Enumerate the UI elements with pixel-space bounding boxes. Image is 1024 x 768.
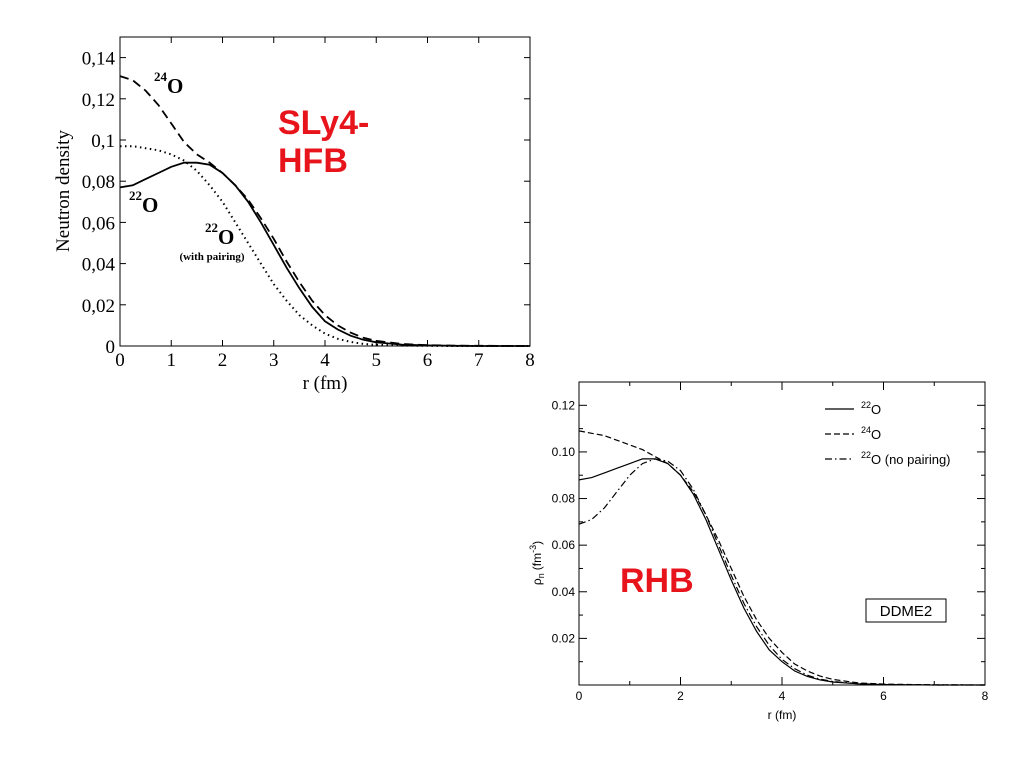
- annotation-element: O: [142, 193, 158, 217]
- y-label-unit-sup: -3: [528, 545, 538, 553]
- x-tick-label: 6: [880, 689, 887, 703]
- x-tick-label: 2: [677, 689, 684, 703]
- x-tick-label: 5: [372, 350, 382, 371]
- legend-label: 22O (no pairing): [861, 450, 951, 467]
- y-axis-label: Neutron density: [53, 130, 74, 252]
- x-tick-label: 3: [269, 350, 279, 371]
- legend-element: O: [871, 427, 881, 442]
- annotation-mass: 22: [129, 188, 142, 203]
- y-tick-label: 0.02: [552, 631, 576, 645]
- y-tick-label: 0,02: [82, 296, 115, 317]
- x-tick-label: 0: [115, 350, 125, 371]
- legend-label: 22O: [861, 400, 881, 417]
- y-tick-label: 0.12: [552, 398, 576, 412]
- series-line-dashed: [578, 430, 986, 686]
- legend-element: O: [871, 402, 881, 417]
- annotation-note: (with pairing): [179, 251, 244, 263]
- legend-note: (no pairing): [881, 452, 950, 467]
- x-tick-label: 0: [576, 689, 583, 703]
- y-tick-label: 0,1: [91, 131, 115, 152]
- legend-element: O: [871, 452, 881, 467]
- chart-title: RHB: [620, 562, 694, 600]
- x-tick-label: 6: [423, 350, 433, 371]
- y-tick-label: 0,12: [82, 90, 115, 111]
- y-tick-label: 0,06: [82, 213, 115, 234]
- x-tick-label: 2: [218, 350, 228, 371]
- chart-sly4-hfb: 0 1 2 3 4 5 6 7 8 0 0,02 0,04 0,06 0,08 0,1 0,12 0,14 r …: [53, 36, 535, 394]
- legend-mass: 22: [861, 400, 871, 410]
- legend-mass: 22: [861, 450, 871, 460]
- x-tick-label: 4: [320, 350, 330, 371]
- y-label-unit: (fm: [530, 553, 544, 570]
- y-tick-label: 0.06: [552, 538, 576, 552]
- x-axis-label: r (fm): [303, 373, 348, 394]
- annotation-mass: 22: [205, 220, 218, 235]
- y-label-sub: n: [536, 573, 546, 578]
- x-tick-label: 8: [982, 689, 989, 703]
- y-label-symbol: ρ: [530, 578, 544, 585]
- y-tick-label: 0.08: [552, 492, 576, 506]
- annotation-element: O: [167, 74, 183, 98]
- chart-rhb: 0 2 4 6 80.020.040.060.080.100.12 r (fm) ρn(…: [528, 381, 989, 722]
- annotation-22o-pairing: 22O: [205, 220, 234, 249]
- plot-frame: [578, 381, 986, 686]
- y-tick-label: 0,08: [82, 172, 115, 193]
- y-axis-label: ρn (fm-3): [528, 541, 546, 585]
- annotation-22o: 22O: [129, 188, 158, 217]
- series-line-dashdot: [578, 458, 985, 686]
- x-tick-label: 4: [779, 689, 786, 703]
- y-label-unit-close: ): [530, 541, 544, 545]
- y-tick-label: 0: [106, 337, 116, 358]
- y-tick-label: 0,04: [82, 255, 116, 276]
- chart-title-line: SLy4-: [278, 104, 369, 142]
- annotation-24o: 24O: [154, 69, 183, 98]
- x-tick-label: 1: [167, 350, 177, 371]
- x-tick-label: 7: [474, 350, 484, 371]
- legend-mass: 24: [861, 425, 871, 435]
- y-tick-label: 0.10: [552, 445, 576, 459]
- chart-title-line: HFB: [278, 142, 348, 180]
- y-tick-label: 0,14: [82, 49, 116, 70]
- annotation-mass: 24: [154, 69, 168, 84]
- legend-label: 24O: [861, 425, 881, 442]
- chart-title: SLy4-HFB: [278, 104, 369, 180]
- series-line-solid: [119, 161, 530, 347]
- x-axis-label: r (fm): [768, 708, 797, 722]
- x-tick-label: 8: [525, 350, 535, 371]
- model-label: DDME2: [880, 603, 933, 620]
- annotation-element: O: [218, 225, 234, 249]
- y-tick-label: 0.04: [552, 585, 576, 599]
- series-line-dotted: [120, 145, 530, 347]
- model-label-box: [865, 598, 947, 623]
